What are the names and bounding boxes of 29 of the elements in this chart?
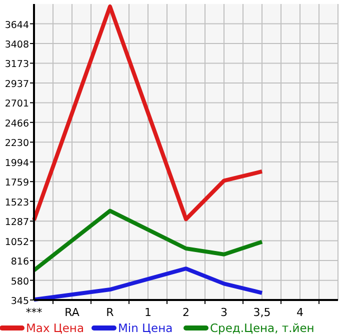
- x-tick-label: 3,5: [253, 306, 271, 319]
- y-tick-label: 580: [10, 276, 29, 288]
- y-tick-label: 1052: [4, 236, 29, 248]
- x-tick-label: RA: [64, 306, 80, 319]
- x-tick-label: 3: [220, 306, 228, 319]
- y-tick-label: 2937: [4, 78, 29, 90]
- y-tick-label: 2230: [4, 138, 29, 150]
- legend-label: Сред.Цена, т.йен: [210, 321, 314, 335]
- x-tick-label: 2: [182, 306, 190, 319]
- line-series: [32, 266, 264, 302]
- x-tick-label: 4: [296, 306, 304, 319]
- line-series: [32, 4, 264, 222]
- y-tick-label: 3173: [4, 59, 29, 70]
- y-tick-label: 345: [10, 296, 29, 307]
- legend-label: Max Цена: [26, 321, 84, 335]
- line-series: [32, 208, 264, 272]
- x-tick-label: ***: [26, 306, 43, 319]
- y-tick-label: 1994: [4, 158, 29, 169]
- y-tick-label: 1287: [4, 217, 29, 228]
- y-tick-label: 1759: [4, 178, 29, 189]
- y-tick-label: 2466: [4, 118, 29, 130]
- y-tick-label: 2701: [4, 98, 29, 110]
- y-tick-label: 3644: [4, 20, 29, 31]
- y-tick-label: 3408: [4, 40, 29, 51]
- legend-label: Min Цена: [118, 321, 173, 335]
- x-tick-label: 1: [144, 306, 152, 319]
- y-tick-label: 816: [10, 256, 29, 268]
- y-tick-label: 1523: [4, 197, 29, 208]
- x-tick-label: R: [106, 306, 114, 319]
